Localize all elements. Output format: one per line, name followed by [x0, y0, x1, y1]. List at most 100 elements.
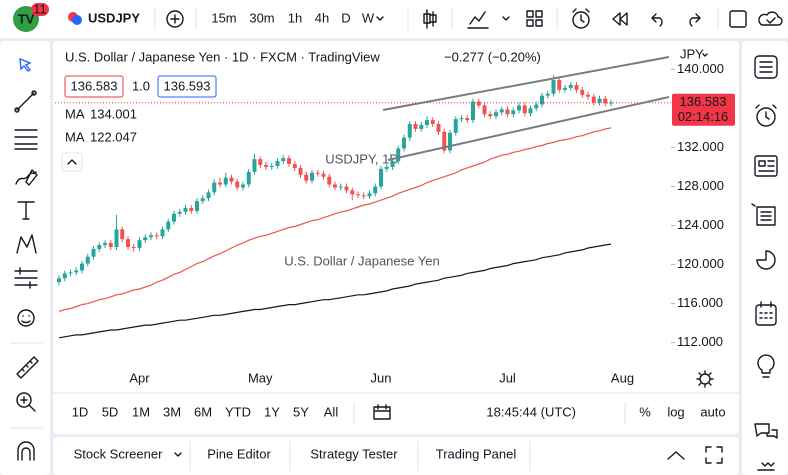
candle-body [379, 168, 383, 187]
replay[interactable] [612, 12, 628, 26]
collapse-legend[interactable] [61, 152, 83, 172]
scale-option[interactable]: % [639, 404, 651, 419]
indicators[interactable] [467, 11, 489, 29]
brush-tool[interactable] [15, 169, 38, 186]
candle-body [68, 272, 73, 274]
candle-body [183, 207, 188, 212]
range-button[interactable]: 1M [132, 404, 150, 419]
add-symbol-icon [170, 14, 180, 24]
range-button[interactable]: 1Y [264, 404, 280, 419]
last-price: 136.583 [680, 94, 727, 109]
flag-icon [72, 15, 82, 25]
scale-option[interactable]: auto [700, 404, 725, 419]
buy-button[interactable] [157, 75, 217, 98]
candle-body [459, 118, 464, 120]
candle-body [108, 243, 113, 247]
candle-body [603, 98, 608, 104]
scale-option[interactable]: log [667, 404, 684, 419]
range-bar: 1D 5D 1M 3M 6M YTD 1Y 5Y All% log auto [72, 404, 726, 419]
calendar[interactable] [755, 304, 777, 326]
range-button[interactable]: 3M [163, 404, 181, 419]
interval[interactable]: 15m [211, 10, 236, 25]
news[interactable] [754, 155, 778, 177]
candle-body [356, 194, 360, 196]
alert[interactable] [572, 11, 590, 29]
cursor-tool[interactable] [19, 57, 32, 72]
magnet-tool[interactable] [17, 441, 35, 461]
ideas[interactable] [751, 203, 776, 226]
sell-button[interactable] [64, 75, 124, 98]
panel-tab[interactable]: Trading Panel [436, 446, 517, 461]
candle-body [275, 161, 280, 166]
candle-body [80, 263, 84, 271]
fib-tool[interactable] [14, 129, 38, 150]
candle-body [292, 164, 297, 168]
candle-body [528, 108, 533, 114]
prediction-tool[interactable] [14, 267, 38, 289]
panel-tab[interactable]: Pine Editor [207, 446, 271, 461]
collapse-panel[interactable] [667, 451, 685, 460]
interval[interactable]: D [341, 10, 350, 25]
range-button[interactable]: All [324, 404, 339, 419]
chats[interactable] [754, 423, 778, 439]
add-symbol[interactable] [166, 10, 184, 28]
range-button[interactable]: 5D [102, 404, 119, 419]
right-toolbar [742, 41, 788, 475]
watermark-symbol: USDJPY, 1D [325, 151, 398, 166]
icons-tool-face [21, 315, 31, 324]
cloud[interactable] [758, 11, 783, 26]
candle-body [229, 177, 234, 182]
pattern-tool[interactable] [16, 234, 37, 254]
candle-body [407, 124, 412, 138]
ruler-tool[interactable] [16, 356, 39, 379]
date-range[interactable] [373, 404, 391, 420]
range-button[interactable]: YTD [225, 404, 251, 419]
candle-body [298, 167, 303, 175]
settings[interactable] [699, 373, 711, 385]
zoom-tool-icon [20, 396, 36, 412]
interval[interactable]: 4h [315, 10, 329, 25]
candle-body [367, 193, 372, 197]
panel-tab[interactable]: Stock Screener [74, 446, 164, 461]
candle-body [327, 176, 332, 185]
help[interactable] [757, 462, 775, 471]
hints[interactable] [757, 354, 775, 378]
chart-type[interactable] [423, 9, 437, 29]
panel-tab[interactable]: Strategy Tester [310, 446, 398, 461]
channel-line [387, 96, 670, 161]
zoom-tool[interactable] [16, 392, 32, 408]
top-toolbar [0, 0, 788, 38]
candle-body [488, 114, 493, 117]
interval[interactable]: 1h [288, 10, 302, 25]
range-button[interactable]: 6M [194, 404, 212, 419]
candle-body [597, 98, 602, 103]
range-button[interactable]: 5Y [293, 404, 309, 419]
candle-body [540, 95, 544, 105]
x-tick-label: Jun [371, 370, 392, 385]
undo[interactable] [651, 13, 663, 27]
fullscreen[interactable] [729, 10, 747, 28]
candle-body [373, 186, 378, 194]
interval[interactable]: 30m [249, 10, 274, 25]
interval[interactable]: W [362, 10, 375, 25]
trendline-tool[interactable] [16, 92, 35, 111]
currency[interactable]: JPY [680, 46, 704, 61]
left-toolbar [0, 41, 50, 475]
maximize-panel[interactable] [705, 446, 723, 464]
alerts[interactable] [756, 107, 776, 127]
candle-body [131, 247, 136, 248]
range-button[interactable]: 1D [72, 404, 89, 419]
data-window[interactable] [756, 250, 776, 270]
caret [502, 16, 510, 21]
candle-body [338, 186, 343, 188]
icons-tool[interactable] [17, 309, 35, 327]
layouts[interactable] [526, 10, 543, 27]
text-tool[interactable] [17, 201, 35, 220]
symbol[interactable]: USDJPY [88, 10, 140, 25]
candle-body [212, 182, 217, 193]
redo[interactable] [689, 13, 701, 27]
candle-body [218, 182, 222, 185]
watchlist[interactable] [754, 55, 778, 79]
candle-body [522, 105, 527, 114]
